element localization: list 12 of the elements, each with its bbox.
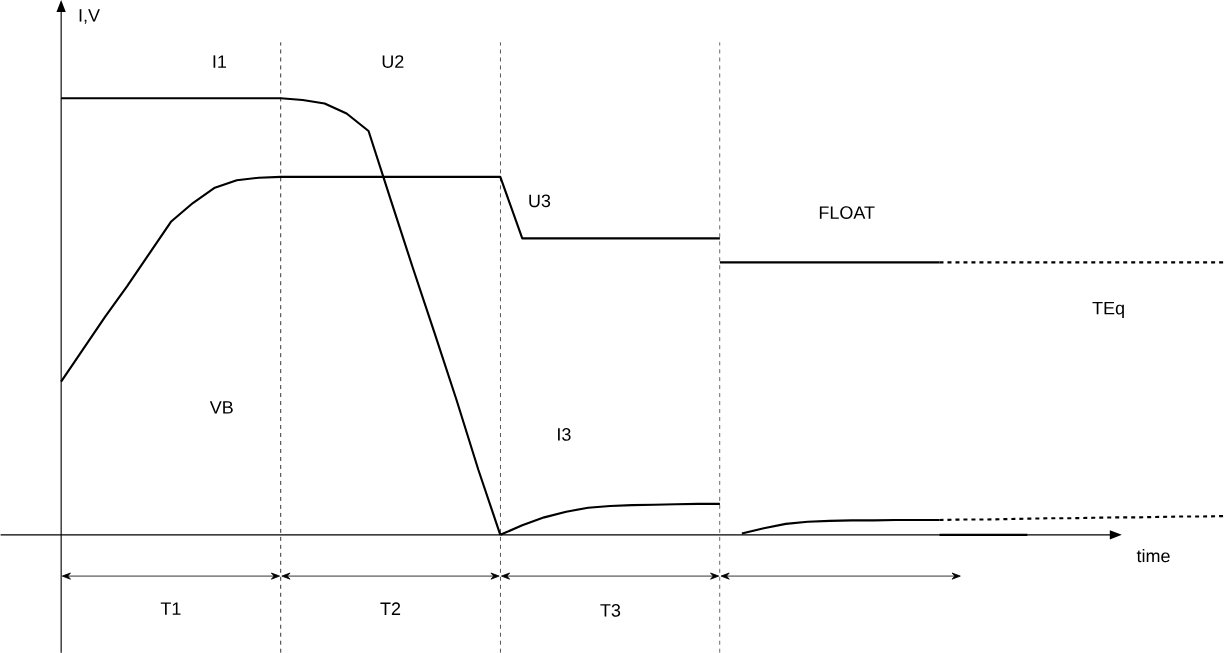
annotation: TEq [1092, 301, 1124, 318]
x-axis-title: time [1136, 548, 1170, 563]
annotation: VB [209, 401, 233, 414]
annotation: FLOAT [819, 206, 875, 219]
y-axis-title: I,V [79, 9, 100, 24]
text: U2 [382, 55, 404, 68]
annotation: U3 [529, 194, 551, 208]
annotation: I3 [558, 427, 571, 441]
text: T2 [380, 602, 401, 615]
text: T3 [600, 603, 621, 617]
text: I1 [213, 55, 227, 68]
text: T1 [160, 602, 181, 615]
